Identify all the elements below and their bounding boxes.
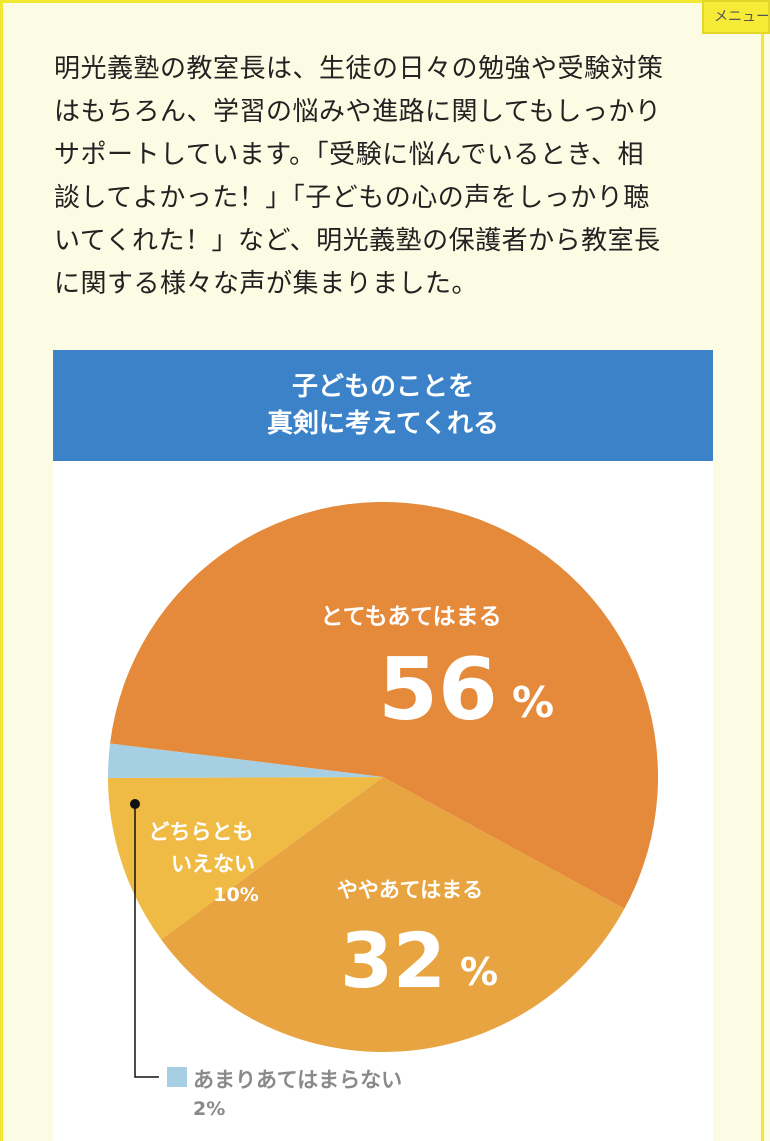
- slice-neutral: [108, 777, 383, 940]
- intro-line: 談してよかった！」「子どもの心の声をしっかり聴: [54, 183, 650, 213]
- slice-label: とてもあてはまる: [320, 604, 501, 630]
- slice-label: いえない: [171, 852, 255, 876]
- intro-text: 明光義塾の教室長は、生徒の日々の勉強や受験対策 はもちろん、学習の悩みや進路に関…: [54, 48, 724, 306]
- leader-line: [134, 804, 159, 1078]
- intro-line: サポートしています。「受験に悩んでいるとき、相: [54, 140, 645, 170]
- slice-not-applicable: [108, 743, 383, 778]
- slice-label: どちらとも: [149, 820, 254, 844]
- chart-title-line: 子どものことを: [291, 371, 474, 402]
- slice-somewhat-applicable: [161, 777, 625, 1052]
- chart-title-line: 真剣に考えてくれる: [267, 408, 499, 439]
- slice-value: 2%: [193, 1098, 225, 1120]
- chart-title: 子どものことを 真剣に考えてくれる: [53, 350, 713, 461]
- chart-card: 子どものことを 真剣に考えてくれる とてもあてはまる 56% ややあてはまる 32% ど…: [53, 350, 713, 1141]
- slice-unit: %: [460, 950, 498, 994]
- slice-value: 32: [340, 916, 446, 1005]
- slice-value: 10%: [213, 884, 258, 906]
- slice-value: 56: [378, 640, 498, 740]
- slice-label: あまりあてはまらない: [193, 1068, 402, 1092]
- intro-line: いてくれた！」など、明光義塾の保護者から教室長: [54, 226, 661, 256]
- slice-label: ややあてはまる: [337, 878, 483, 902]
- menu-button[interactable]: メニュー: [702, 0, 770, 34]
- slice-unit: %: [512, 678, 554, 727]
- intro-line: はもちろん、学習の悩みや進路に関してもしっかり: [54, 97, 662, 127]
- legend-swatch: [167, 1067, 187, 1087]
- intro-line: 明光義塾の教室長は、生徒の日々の勉強や受験対策: [54, 54, 664, 84]
- intro-line: に関する様々な声が集まりました。: [54, 269, 479, 299]
- slice-very-applicable: [110, 502, 658, 909]
